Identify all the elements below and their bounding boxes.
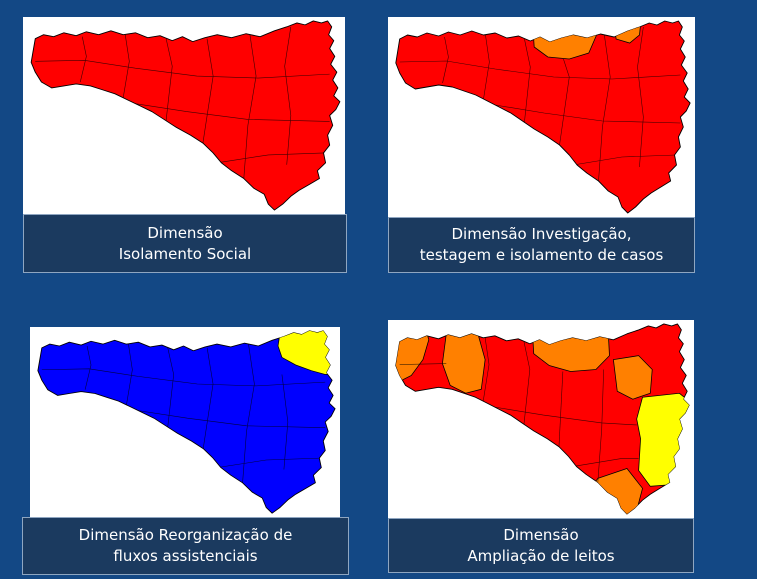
caption-isolamento-social: Dimensão Isolamento Social [23, 214, 347, 273]
caption-line-1: Dimensão [147, 223, 223, 242]
map-panel-isolamento-social [23, 17, 345, 214]
caption-line-2: fluxos assistenciais [113, 547, 258, 565]
state-map [30, 20, 341, 211]
region-yellow [277, 330, 336, 375]
region-orange [612, 355, 653, 400]
state-map [37, 330, 336, 514]
caption-line-2: testagem e isolamento de casos [419, 246, 664, 264]
caption-line-2: Isolamento Social [118, 244, 252, 263]
caption-line-1: Dimensão Reorganização de [78, 526, 293, 544]
caption-ampliacao-leitos: Dimensão Ampliação de leitos [388, 518, 694, 573]
map-panel-investigacao-testagem [388, 17, 695, 217]
state-map [395, 323, 690, 515]
region-orange [531, 21, 597, 60]
map-panel-ampliacao-leitos [388, 320, 694, 518]
caption-line-2: Ampliação de leitos [467, 546, 615, 565]
caption-line-1: Dimensão [503, 525, 579, 544]
region-orange [442, 331, 486, 394]
map-panel-reorganizacao-fluxos [30, 327, 340, 517]
caption-reorganizacao-fluxos: Dimensão Reorganização de fluxos assiste… [22, 517, 349, 575]
region-yellow [636, 392, 690, 487]
state-map [395, 20, 691, 214]
caption-line-1: Dimensão Investigação, [451, 225, 632, 243]
caption-investigacao-testagem: Dimensão Investigação, testagem e isolam… [388, 217, 695, 273]
